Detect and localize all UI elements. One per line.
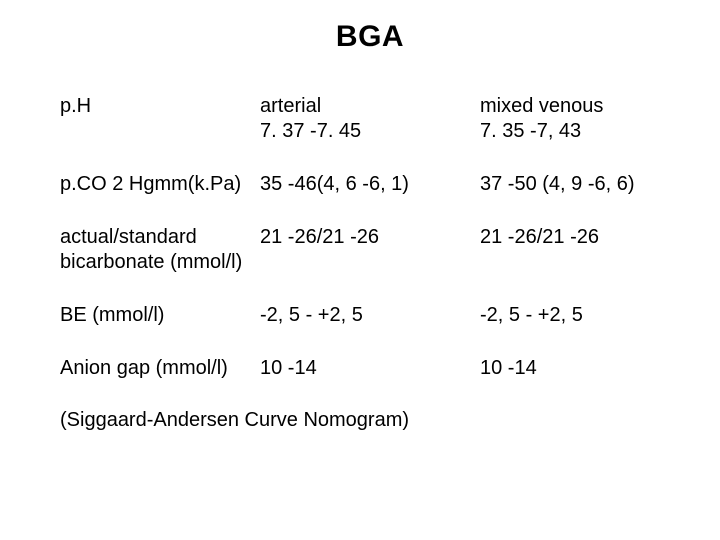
row-label: BE (mmol/l) bbox=[60, 303, 260, 328]
bga-table: p.H arterial 7. 37 -7. 45 mixed venous 7. … bbox=[60, 94, 680, 381]
ph-venous-value: 7. 35 -7, 43 bbox=[480, 120, 581, 142]
row-label: Anion gap (mmol/l) bbox=[60, 356, 260, 381]
cell-value: 21 -26/21 -26 bbox=[480, 225, 680, 275]
cell-value: 35 -46(4, 6 -6, 1) bbox=[260, 172, 480, 197]
cell-value: 37 -50 (4, 9 -6, 6) bbox=[480, 172, 680, 197]
cell-value: 10 -14 bbox=[260, 356, 480, 381]
page-title: BGA bbox=[60, 20, 680, 54]
header-venous-text: mixed venous bbox=[480, 95, 603, 117]
row-label: actual/standard bicarbonate (mmol/l) bbox=[60, 225, 260, 275]
cell-value: -2, 5 - +2, 5 bbox=[260, 303, 480, 328]
footnote: (Siggaard-Andersen Curve Nomogram) bbox=[60, 409, 680, 432]
cell-value: 10 -14 bbox=[480, 356, 680, 381]
row-label: p.H bbox=[60, 94, 260, 144]
column-header-venous: mixed venous 7. 35 -7, 43 bbox=[480, 94, 680, 144]
ph-arterial-value: 7. 37 -7. 45 bbox=[260, 120, 361, 142]
slide-page: BGA p.H arterial 7. 37 -7. 45 mixed venou… bbox=[0, 0, 720, 540]
column-header-arterial: arterial 7. 37 -7. 45 bbox=[260, 94, 480, 144]
cell-value: 21 -26/21 -26 bbox=[260, 225, 480, 275]
cell-value: -2, 5 - +2, 5 bbox=[480, 303, 680, 328]
row-label: p.CO 2 Hgmm(k.Pa) bbox=[60, 172, 260, 197]
header-arterial-text: arterial bbox=[260, 95, 321, 117]
